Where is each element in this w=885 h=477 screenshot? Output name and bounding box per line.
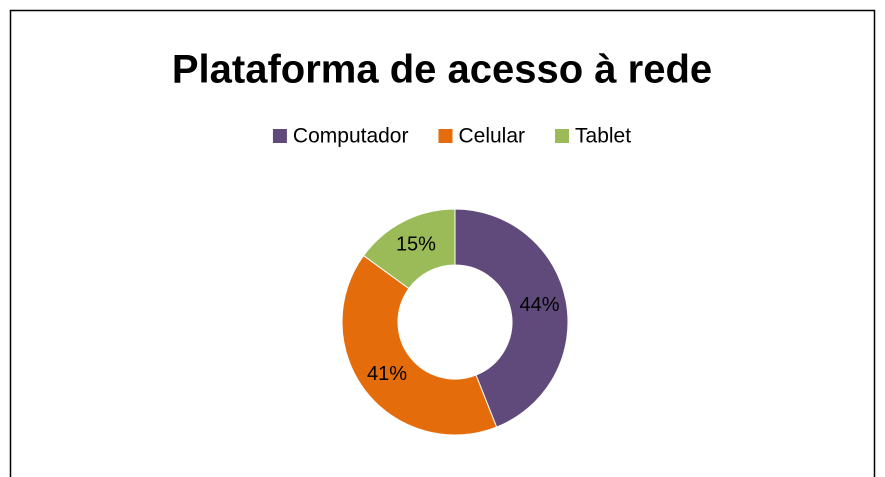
legend-swatch <box>272 129 287 143</box>
donut-slice <box>341 254 498 436</box>
data-label: 41% <box>367 363 407 385</box>
legend-label: Celular <box>458 125 525 148</box>
chart-title: Plataforma de acesso à rede <box>172 48 712 92</box>
legend-label: Computador <box>293 125 409 148</box>
data-label: 15% <box>396 234 436 256</box>
donut-slice <box>362 208 456 290</box>
data-label: 44% <box>519 294 559 316</box>
donut-slice <box>454 208 569 428</box>
legend-swatch <box>555 129 570 143</box>
legend-swatch <box>438 129 453 143</box>
legend-label: Tablet <box>575 125 631 148</box>
chart-border <box>9 9 876 477</box>
